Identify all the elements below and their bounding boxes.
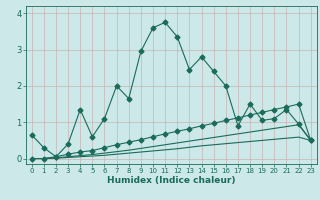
X-axis label: Humidex (Indice chaleur): Humidex (Indice chaleur) <box>107 176 236 185</box>
